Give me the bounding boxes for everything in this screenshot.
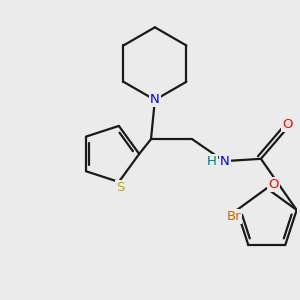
Text: O: O [282, 118, 293, 131]
Text: N: N [220, 155, 230, 168]
Text: Br: Br [227, 210, 241, 224]
Text: O: O [268, 178, 279, 191]
Text: H: H [207, 155, 217, 168]
Text: N: N [150, 93, 160, 106]
Text: S: S [116, 181, 124, 194]
